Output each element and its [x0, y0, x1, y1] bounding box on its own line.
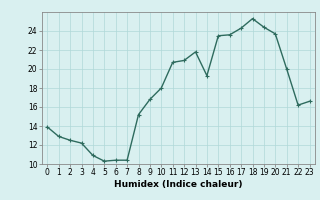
- X-axis label: Humidex (Indice chaleur): Humidex (Indice chaleur): [114, 180, 243, 189]
